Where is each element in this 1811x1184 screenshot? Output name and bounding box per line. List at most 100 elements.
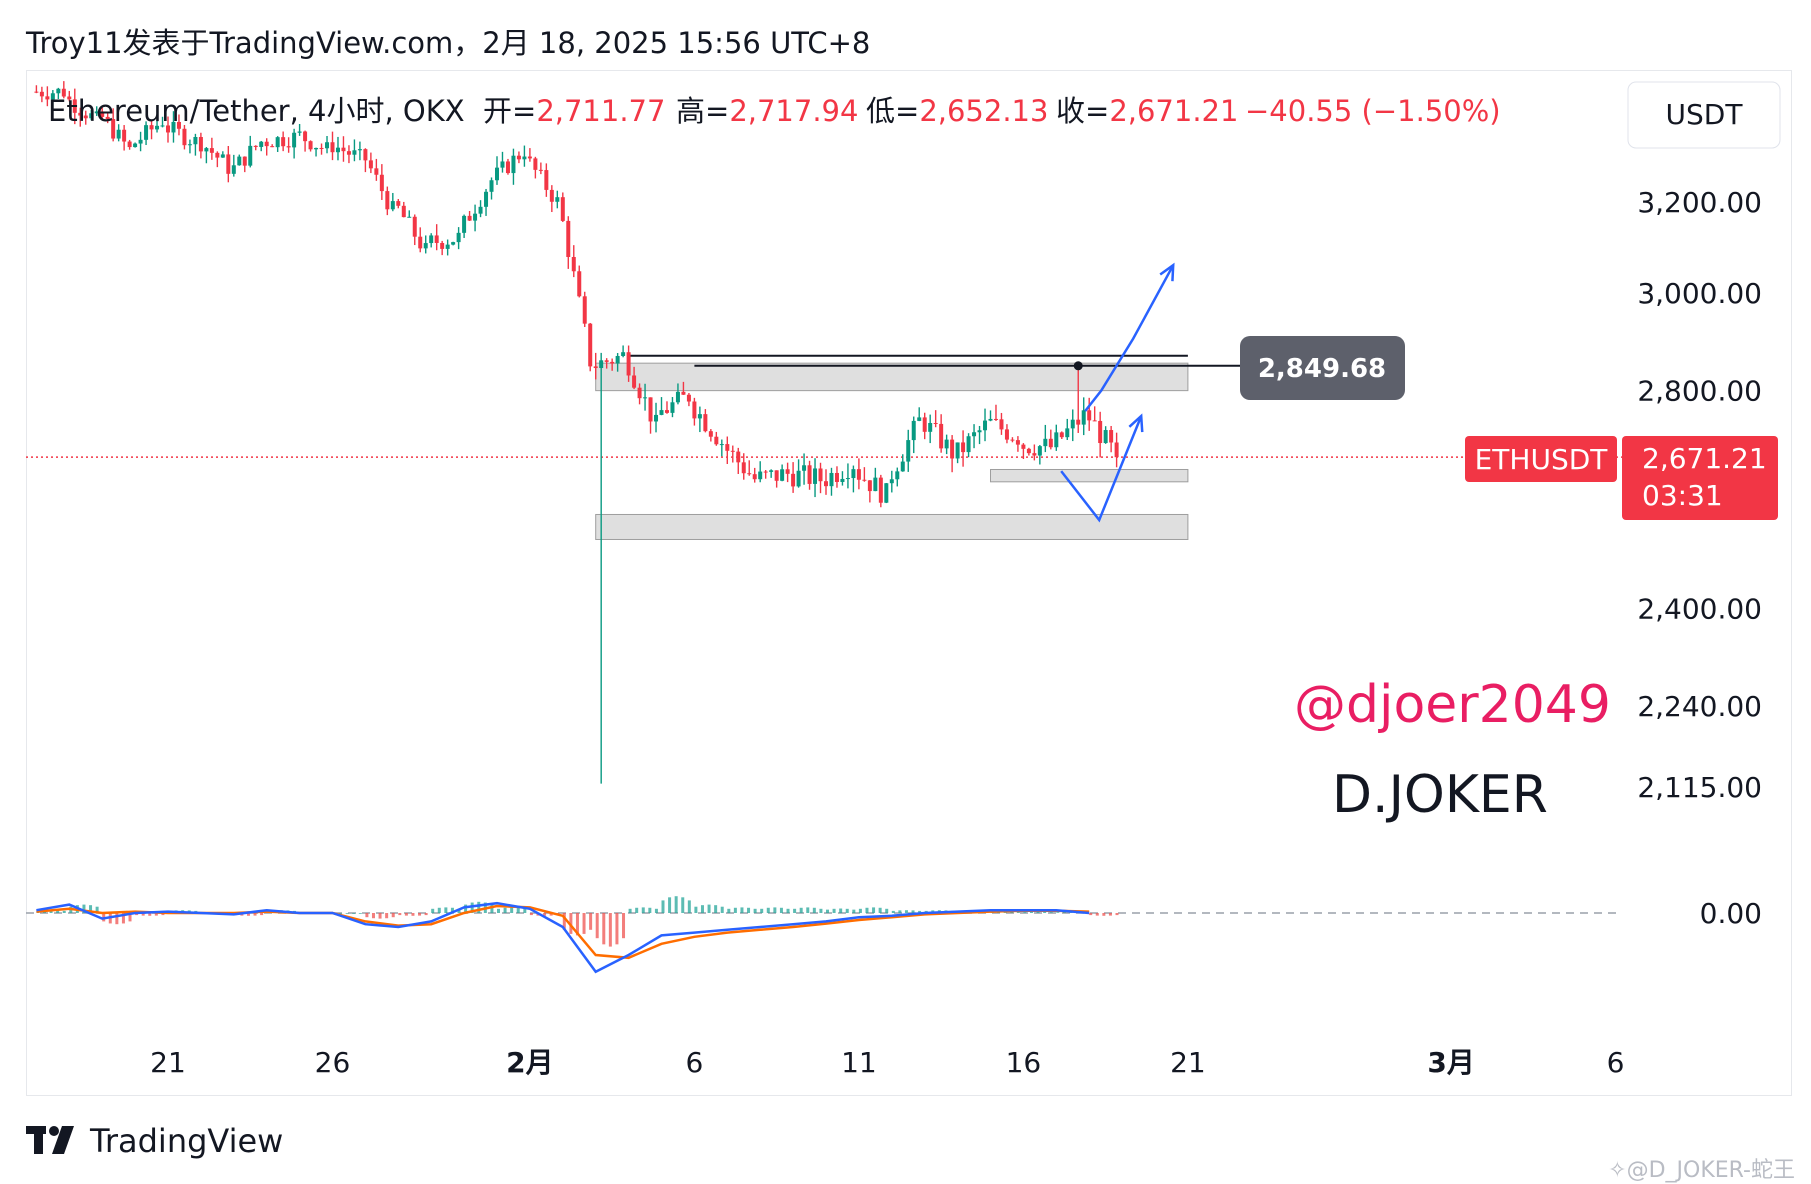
macd-histogram-bar <box>510 907 514 913</box>
macd-histogram-bar <box>661 900 665 913</box>
candle-body <box>1098 420 1103 444</box>
candle-body <box>72 99 77 113</box>
candle-body <box>889 479 894 484</box>
arrow-head <box>1128 413 1144 433</box>
candle-body <box>264 141 269 147</box>
macd-histogram-bar <box>826 909 829 913</box>
candle-body <box>434 235 439 243</box>
candle-body <box>1032 453 1037 456</box>
candle-body <box>379 174 384 192</box>
time-axis-label: 21 <box>150 1046 186 1079</box>
macd-histogram-bar <box>747 907 751 913</box>
macd-histogram-bar <box>832 908 836 913</box>
candle-body <box>604 360 609 362</box>
candle-body <box>390 201 395 210</box>
macd-histogram-bar <box>852 909 856 913</box>
candle-body <box>906 440 911 462</box>
macd-histogram-bar <box>694 906 698 913</box>
tradingview-logo-icon <box>26 1126 74 1154</box>
zone-resistance <box>595 362 1189 392</box>
currency-button[interactable]: USDT <box>1627 81 1781 149</box>
macd-histogram-bar <box>154 913 158 916</box>
candle-body <box>176 121 181 129</box>
candle-body <box>451 242 456 245</box>
time-axis-label: 2月 <box>506 1046 553 1079</box>
candle-body <box>281 137 286 147</box>
candle-body <box>111 119 116 139</box>
macd-histogram-bar <box>1108 913 1112 916</box>
candle-body <box>83 115 88 119</box>
macd-histogram-bar <box>615 913 619 945</box>
macd-histogram-bar <box>89 905 93 913</box>
macd-histogram-bar <box>1095 913 1099 916</box>
macd-histogram-bar <box>707 904 711 913</box>
candle-body <box>160 125 165 127</box>
price-tag-countdown: 03:31 <box>1642 479 1723 512</box>
legend-change: −40.55 (−1.50%) <box>1245 94 1501 128</box>
candle-body <box>1070 419 1075 429</box>
candle-body <box>708 431 713 437</box>
candle-body <box>429 235 434 244</box>
candle-body <box>511 155 516 174</box>
macd-histogram-bar <box>898 910 902 913</box>
candle-body <box>588 323 593 367</box>
candle-body <box>45 96 50 100</box>
candle-body <box>89 113 94 119</box>
candle-body <box>873 477 878 492</box>
time-axis-label: 6 <box>1607 1046 1625 1079</box>
tradingview-logo[interactable]: TradingView <box>26 1122 283 1160</box>
candle-body <box>566 220 571 257</box>
candle-body <box>697 414 702 419</box>
candle-body <box>61 88 66 97</box>
candle-body <box>615 355 620 364</box>
macd-histogram-bar <box>793 908 797 913</box>
candle-body <box>204 148 209 152</box>
tradingview-brand: TradingView <box>90 1122 284 1160</box>
macd-line <box>36 901 1090 974</box>
candle-body <box>259 141 264 147</box>
macd-histogram-bar <box>411 913 415 916</box>
macd-histogram-bar <box>1089 913 1093 916</box>
candle-body <box>785 469 790 474</box>
candle-body <box>231 165 236 174</box>
macd-histogram-bar <box>878 907 882 913</box>
candle-body <box>242 156 247 166</box>
candle-body <box>621 352 626 356</box>
macd-histogram-bar <box>516 907 520 913</box>
candle-body <box>237 156 242 166</box>
candle-body <box>155 125 160 130</box>
macd-histogram-bar <box>727 908 731 913</box>
candle-body <box>939 423 944 449</box>
candle-body <box>297 131 302 133</box>
candle-body <box>1114 442 1119 458</box>
candle-body <box>138 139 143 144</box>
candle-body <box>845 478 850 480</box>
candle-body <box>368 160 373 169</box>
candle-body <box>763 471 768 473</box>
candle-body <box>610 361 615 364</box>
macd-histogram-bar <box>424 913 428 916</box>
candle-body <box>730 450 735 452</box>
candle-body <box>950 439 955 459</box>
candle-body <box>988 418 993 421</box>
macd-histogram-bar <box>477 901 481 913</box>
macd-histogram-bar <box>595 913 599 939</box>
candle-body <box>67 96 72 100</box>
candle-body <box>993 418 998 420</box>
high-marker-dot <box>1073 361 1083 371</box>
macd-histogram-bar <box>1043 911 1047 913</box>
macd-histogram-bar <box>648 907 652 913</box>
price-axis-label: 2,800.00 <box>1637 375 1762 408</box>
candle-body <box>1015 440 1020 445</box>
candle-body <box>840 478 845 482</box>
macd-histogram-bar <box>431 908 435 913</box>
candle-body <box>1087 410 1092 421</box>
candle-body <box>209 148 214 153</box>
watermark: ✧@D_JOKER-蛇王 <box>1608 1158 1795 1183</box>
candle-body <box>895 471 900 480</box>
zone-support <box>595 513 1189 540</box>
macd-histogram-bar <box>503 907 507 913</box>
candle-body <box>659 410 664 415</box>
macd-histogram-bar <box>845 908 849 913</box>
